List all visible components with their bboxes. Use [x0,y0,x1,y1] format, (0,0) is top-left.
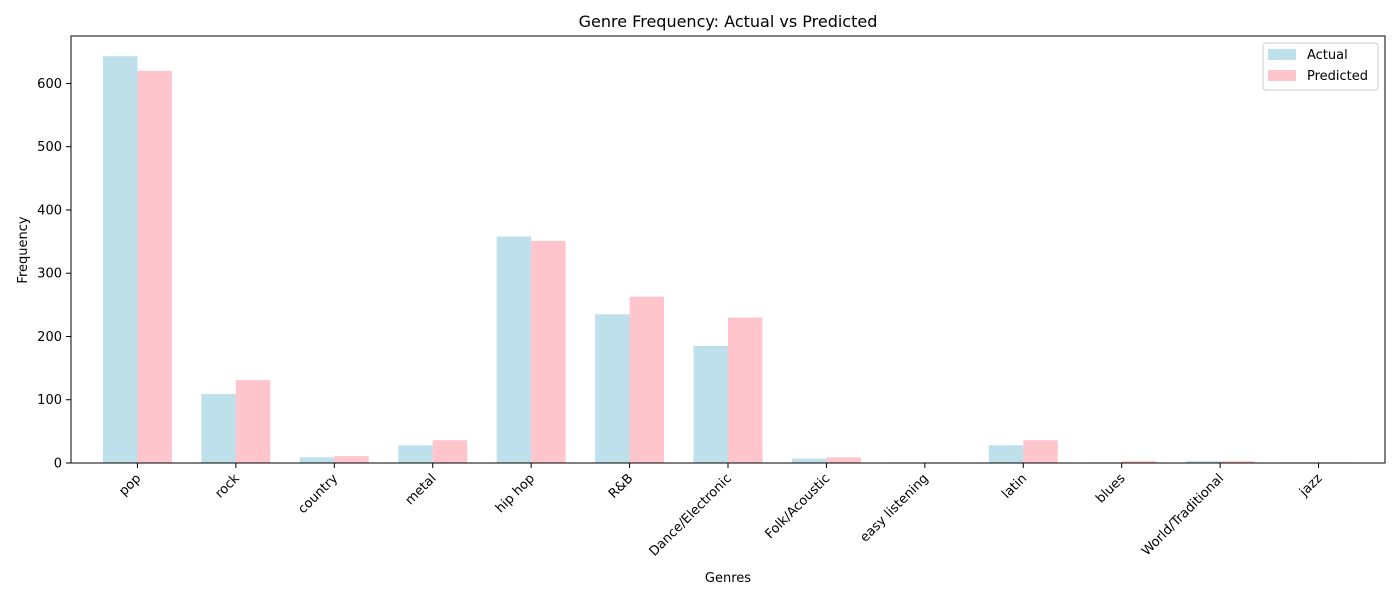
bar-actual-world-traditional [1185,461,1221,463]
legend-swatch-actual [1268,49,1296,60]
legend-swatch-predicted [1268,70,1296,81]
legend-label-actual: Actual [1307,48,1348,63]
bar-predicted-pop [137,70,172,463]
bar-predicted-dance-electronic [728,317,763,463]
bars-group [102,56,1354,464]
x-tick-label-jazz: jazz [1296,471,1325,500]
y-tick-label: 300 [37,267,62,282]
legend: Actual Predicted [1262,42,1379,91]
y-tick-label: 400 [37,203,62,218]
bar-predicted-metal [432,440,468,463]
bar-predicted-folk-acoustic [826,457,861,463]
y-tick-label: 500 [37,140,62,155]
bar-predicted-blues [1121,461,1157,463]
y-axis-ticks: 0 100 200 300 400 500 600 [37,77,71,472]
x-axis-ticks: pop rock country metal hip hop R&B Dance/Elect… [116,463,1326,559]
bar-predicted-r-b [629,296,665,463]
bar-predicted-hip-hop [531,240,566,463]
plot-frame [70,35,1386,464]
x-tick-label-latin: latin [999,471,1030,502]
bar-actual-rock [201,394,236,463]
y-tick-label: 200 [37,330,62,345]
bar-predicted-country [334,456,369,463]
x-tick-label-dance-electronic: Dance/Electronic [647,471,735,559]
bar-actual-latin [988,445,1024,463]
x-tick-label-world-traditional: World/Traditional [1139,471,1227,559]
x-tick-label-r-b: R&B [606,471,636,501]
x-tick-label-hip-hop: hip hop [493,471,538,516]
bar-actual-hip-hop [496,236,532,463]
x-tick-label-pop: pop [116,471,144,499]
y-tick-label: 0 [54,457,62,472]
y-axis-label: Frequency [16,216,31,283]
bar-actual-dance-electronic [693,345,728,463]
x-tick-label-rock: rock [212,471,243,502]
x-axis-label: Genres [705,571,751,586]
x-tick-label-blues: blues [1093,471,1128,506]
x-tick-label-easy-listening: easy listening [857,471,931,545]
legend-label-predicted: Predicted [1307,69,1368,84]
x-tick-label-country: country [295,471,341,517]
bar-predicted-latin [1023,440,1058,463]
bar-actual-r-b [595,314,630,463]
bar-actual-folk-acoustic [791,458,827,463]
x-tick-label-folk-acoustic: Folk/Acoustic [762,471,833,542]
bar-predicted-world-traditional [1220,461,1255,463]
x-tick-label-metal: metal [403,471,440,508]
y-tick-label: 600 [37,77,62,92]
y-tick-label: 100 [37,393,62,408]
bar-actual-country [299,457,335,463]
bar-actual-pop [102,56,138,464]
bar-predicted-rock [235,380,271,463]
chart-title: Genre Frequency: Actual vs Predicted [579,12,878,31]
bar-actual-metal [398,445,433,463]
